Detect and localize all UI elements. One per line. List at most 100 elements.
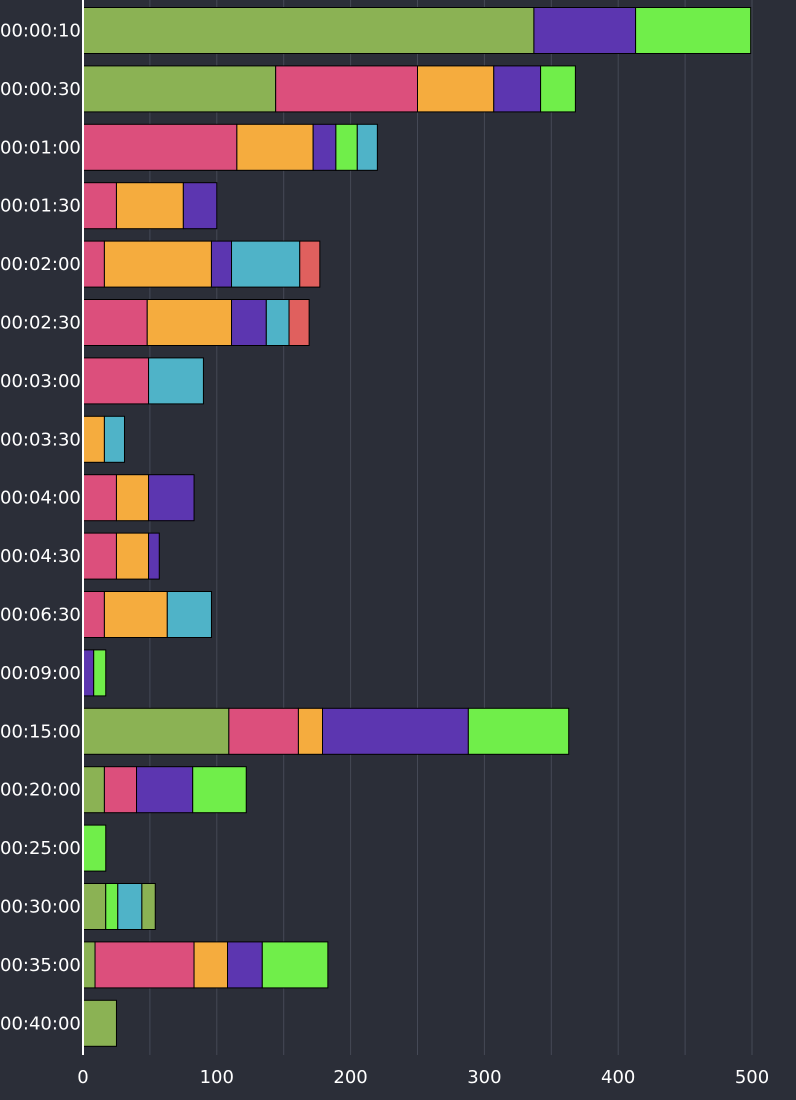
bar-segment[interactable] (417, 65, 495, 113)
bar-segment[interactable] (288, 299, 310, 346)
bar-segment[interactable] (312, 123, 337, 171)
bar-segment[interactable] (103, 591, 168, 638)
category-label: 00:03:00 (0, 371, 81, 392)
bar-segment[interactable] (533, 7, 637, 54)
bar-row-00-01-30 (82, 182, 218, 230)
bar-row-00-20-00 (82, 766, 247, 814)
bar-segment[interactable] (82, 123, 238, 171)
bar-row-00-01-00 (82, 123, 378, 171)
bar-segment[interactable] (82, 941, 96, 989)
bar-segment[interactable] (540, 65, 576, 113)
bar-segment[interactable] (148, 357, 204, 405)
bar-segment[interactable] (115, 474, 150, 522)
category-label: 00:20:00 (0, 780, 81, 801)
bar-segment[interactable] (82, 766, 105, 814)
bar-segment[interactable] (82, 591, 105, 638)
bar-segment[interactable] (210, 240, 233, 288)
bar-row-00-04-30 (82, 532, 160, 580)
bar-segment[interactable] (231, 299, 267, 346)
category-label: 00:40:00 (0, 1013, 81, 1034)
bar-segment[interactable] (297, 707, 324, 755)
category-label: 00:35:00 (0, 955, 81, 976)
bar-segment[interactable] (231, 240, 301, 288)
bar-segment[interactable] (227, 941, 263, 989)
bar-segment[interactable] (82, 883, 107, 930)
bar-row-00-03-30 (82, 415, 125, 463)
bar-segment[interactable] (82, 824, 107, 872)
category-label: 00:06:30 (0, 605, 81, 626)
category-label: 00:02:30 (0, 313, 81, 334)
bar-segment[interactable] (265, 299, 290, 346)
bar-row-00-30-00 (82, 883, 156, 930)
bar-segment[interactable] (166, 591, 212, 638)
x-tick-labels: 0 100 200 300 400 500 (77, 1067, 769, 1088)
category-labels: 00:00:10 00:00:30 00:01:00 00:01:30 00:02:00… (0, 21, 81, 1035)
x-tick-label: 300 (467, 1067, 501, 1088)
bar-segment[interactable] (141, 883, 156, 930)
bar-row-00-25-00 (82, 824, 107, 872)
bar-segment[interactable] (115, 182, 184, 230)
x-tick-label: 200 (333, 1067, 367, 1088)
bar-segment[interactable] (236, 123, 314, 171)
bar-segment[interactable] (148, 474, 195, 522)
x-tick-label: 0 (77, 1067, 88, 1088)
bars (82, 7, 752, 1047)
category-label: 00:15:00 (0, 721, 81, 742)
category-label: 00:00:10 (0, 21, 81, 42)
bar-segment[interactable] (82, 357, 150, 405)
bar-segment[interactable] (82, 240, 105, 288)
bar-segment[interactable] (335, 123, 358, 171)
bar-segment[interactable] (136, 766, 194, 814)
bar-segment[interactable] (117, 883, 143, 930)
bar-segment[interactable] (105, 883, 119, 930)
bar-segment[interactable] (635, 7, 752, 54)
category-label: 00:01:30 (0, 196, 81, 217)
bar-segment[interactable] (82, 182, 117, 230)
bar-segment[interactable] (356, 123, 378, 171)
bar-segment[interactable] (82, 415, 105, 463)
category-label: 00:00:30 (0, 79, 81, 100)
bar-segment[interactable] (82, 999, 117, 1047)
x-tick-label: 100 (200, 1067, 234, 1088)
bar-segment[interactable] (275, 65, 418, 113)
bar-segment[interactable] (146, 299, 233, 346)
bar-segment[interactable] (192, 766, 247, 814)
bar-row-00-15-00 (82, 707, 570, 755)
bar-segment[interactable] (82, 707, 230, 755)
bar-segment[interactable] (82, 65, 277, 113)
bar-row-00-02-30 (82, 299, 310, 346)
bar-segment[interactable] (322, 707, 469, 755)
bar-segment[interactable] (193, 941, 229, 989)
bar-row-00-35-00 (82, 941, 329, 989)
bar-segment[interactable] (103, 766, 138, 814)
bar-row-00-00-10 (82, 7, 752, 54)
bar-segment[interactable] (467, 707, 570, 755)
bar-segment[interactable] (82, 649, 95, 697)
bar-segment[interactable] (93, 649, 107, 697)
bar-segment[interactable] (103, 415, 125, 463)
bar-segment[interactable] (82, 299, 148, 346)
gridlines (149, 0, 753, 1055)
bar-segment[interactable] (82, 532, 117, 580)
bar-row-00-09-00 (82, 649, 107, 697)
bar-row-00-03-00 (82, 357, 204, 405)
bar-segment[interactable] (493, 65, 542, 113)
bar-segment[interactable] (103, 240, 212, 288)
x-tick-label: 500 (735, 1067, 769, 1088)
bar-row-00-40-00 (82, 999, 117, 1047)
bar-segment[interactable] (148, 532, 160, 580)
category-label: 00:04:30 (0, 546, 81, 567)
bar-segment[interactable] (94, 941, 195, 989)
bar-segment[interactable] (182, 182, 218, 230)
bar-segment[interactable] (82, 7, 535, 54)
bar-segment[interactable] (115, 532, 150, 580)
bar-segment[interactable] (82, 474, 117, 522)
bar-segment[interactable] (228, 707, 299, 755)
bar-segment[interactable] (261, 941, 329, 989)
bar-row-00-02-00 (82, 240, 321, 288)
category-label: 00:25:00 (0, 838, 81, 859)
bar-segment[interactable] (299, 240, 321, 288)
category-label: 00:02:00 (0, 254, 81, 275)
